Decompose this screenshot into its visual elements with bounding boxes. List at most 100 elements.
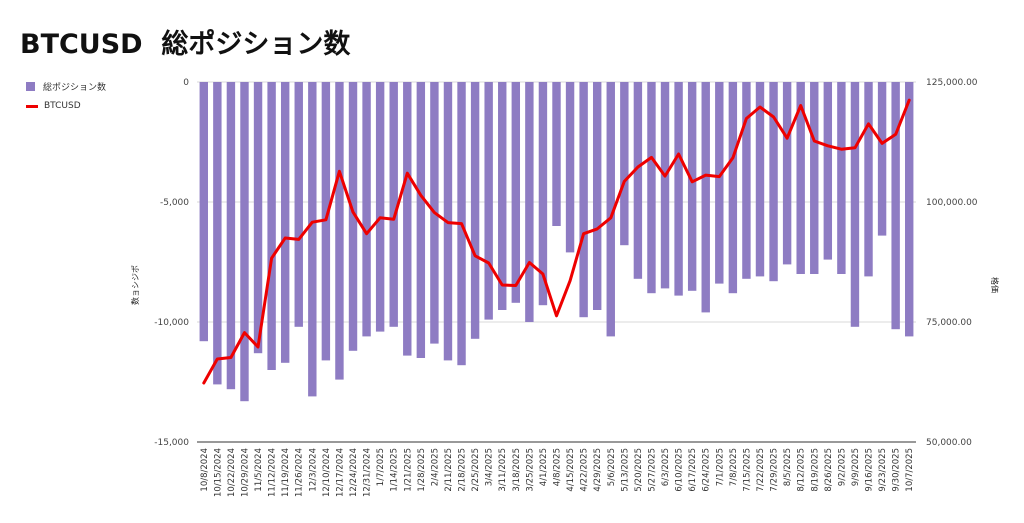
x-tick-label: 7/29/2025 bbox=[770, 448, 780, 492]
bar bbox=[213, 82, 222, 385]
bar bbox=[253, 82, 263, 354]
bar bbox=[375, 82, 385, 332]
x-tick-label: 2/4/2025 bbox=[430, 448, 440, 486]
chart-title: BTCUSD 総ポジション数 bbox=[20, 29, 351, 60]
bar bbox=[403, 82, 412, 356]
bar bbox=[484, 82, 493, 320]
bar bbox=[620, 82, 629, 246]
x-tick-label: 12/31/2024 bbox=[363, 448, 373, 497]
btcusd-line bbox=[202, 98, 911, 385]
x-tick-label: 7/15/2025 bbox=[742, 448, 752, 492]
bar bbox=[226, 82, 236, 390]
bar bbox=[823, 82, 833, 260]
bar bbox=[538, 82, 548, 306]
x-tick-label: 9/16/2025 bbox=[865, 448, 875, 492]
x-tick-label: 10/22/2024 bbox=[227, 448, 237, 497]
bar bbox=[905, 82, 914, 337]
bar bbox=[796, 82, 805, 274]
x-tick-label: 4/15/2025 bbox=[566, 448, 576, 492]
x-tick-label: 12/17/2024 bbox=[335, 448, 345, 497]
bar bbox=[728, 82, 738, 294]
x-tick-label: 5/27/2025 bbox=[648, 448, 658, 492]
x-tick-label: 3/4/2025 bbox=[485, 448, 495, 486]
legend-item-btcusd: BTCUSD bbox=[26, 96, 106, 116]
bar bbox=[864, 82, 873, 277]
bar bbox=[837, 82, 846, 274]
x-tick-label: 6/10/2025 bbox=[675, 448, 685, 492]
x-tick-label: 7/8/2025 bbox=[729, 448, 739, 486]
x-tick-label: 11/19/2024 bbox=[281, 448, 291, 497]
x-tick-label: 1/14/2025 bbox=[390, 448, 400, 492]
bar bbox=[742, 82, 751, 279]
x-tick-label: 4/8/2025 bbox=[553, 448, 563, 486]
legend-line-swatch bbox=[26, 104, 38, 108]
bar bbox=[769, 82, 778, 282]
x-tick-label: 6/3/2025 bbox=[661, 448, 671, 486]
y-tick-right: 50,000.00 bbox=[926, 438, 972, 448]
bar bbox=[348, 82, 358, 351]
bar bbox=[701, 82, 710, 313]
y-tick-left: 0 bbox=[183, 78, 189, 88]
y-tick-right: 125,000.00 bbox=[926, 78, 978, 88]
legend: 総ポジション数 BTCUSD bbox=[26, 76, 106, 116]
x-tick-label: 10/8/2024 bbox=[200, 448, 210, 492]
x-tick-label: 4/22/2025 bbox=[580, 448, 590, 492]
y-tick-left: -10,000 bbox=[154, 318, 189, 328]
x-tick-label: 11/12/2024 bbox=[268, 448, 278, 497]
x-tick-label: 6/24/2025 bbox=[702, 448, 712, 492]
bar bbox=[470, 82, 480, 339]
bar bbox=[267, 82, 276, 370]
x-tick-label: 7/1/2025 bbox=[715, 448, 725, 486]
y-ticks-right: 125,000.00 100,000.00 75,000.00 50,000.00 bbox=[926, 78, 978, 448]
x-tick-label: 10/29/2024 bbox=[241, 448, 251, 497]
y-ticks-left: 0 -5,000 -10,000 -15,000 bbox=[154, 78, 189, 448]
x-tick-label: 10/7/2025 bbox=[905, 448, 915, 492]
x-tick-label: 1/7/2025 bbox=[376, 448, 386, 486]
x-tick-label: 4/1/2025 bbox=[539, 448, 549, 486]
x-ticks: 10/8/2024 10/15/2024 10/22/2024 10/29/2024 1… bbox=[200, 448, 915, 497]
x-tick-label: 2/18/2025 bbox=[458, 448, 468, 492]
x-tick-label: 8/5/2025 bbox=[783, 448, 793, 486]
x-tick-label: 8/26/2025 bbox=[824, 448, 834, 492]
legend-label-btcusd: BTCUSD bbox=[44, 101, 81, 111]
x-tick-label: 4/29/2025 bbox=[593, 448, 603, 492]
bar bbox=[565, 82, 575, 253]
bar bbox=[647, 82, 656, 294]
bar bbox=[389, 82, 398, 327]
bar bbox=[715, 82, 724, 284]
y-tick-right: 75,000.00 bbox=[926, 318, 972, 328]
bar bbox=[525, 82, 534, 322]
x-tick-label: 6/17/2025 bbox=[688, 448, 698, 492]
bar bbox=[592, 82, 602, 310]
bar bbox=[280, 82, 290, 363]
x-tick-label: 9/9/2025 bbox=[851, 448, 861, 486]
bar bbox=[606, 82, 615, 337]
bar bbox=[877, 82, 887, 236]
x-tick-label: 8/12/2025 bbox=[797, 448, 807, 492]
legend-bar-swatch bbox=[26, 81, 35, 91]
x-tick-label: 5/13/2025 bbox=[620, 448, 630, 492]
x-tick-label: 12/3/2024 bbox=[308, 448, 318, 492]
bar bbox=[660, 82, 670, 289]
x-tick-label: 11/26/2024 bbox=[295, 448, 305, 497]
bar bbox=[579, 82, 588, 318]
x-tick-label: 1/21/2025 bbox=[403, 448, 413, 492]
bar bbox=[674, 82, 683, 296]
x-tick-label: 12/24/2024 bbox=[349, 448, 359, 497]
x-tick-label: 3/18/2025 bbox=[512, 448, 522, 492]
y-tick-right: 100,000.00 bbox=[926, 198, 978, 208]
x-tick-label: 3/25/2025 bbox=[525, 448, 535, 492]
bar bbox=[755, 82, 765, 277]
bar bbox=[633, 82, 643, 279]
bar bbox=[308, 82, 317, 397]
bar bbox=[891, 82, 900, 330]
bar bbox=[511, 82, 521, 303]
x-tick-label: 11/5/2024 bbox=[254, 448, 264, 492]
bar bbox=[294, 82, 303, 327]
bar bbox=[362, 82, 371, 337]
legend-item-positions: 総ポジション数 bbox=[26, 76, 106, 96]
x-tick-label: 7/22/2025 bbox=[756, 448, 766, 492]
y-axis-title-right: 格価 bbox=[990, 277, 1000, 293]
bar-series bbox=[199, 82, 914, 402]
x-tick-label: 12/10/2024 bbox=[322, 448, 332, 497]
